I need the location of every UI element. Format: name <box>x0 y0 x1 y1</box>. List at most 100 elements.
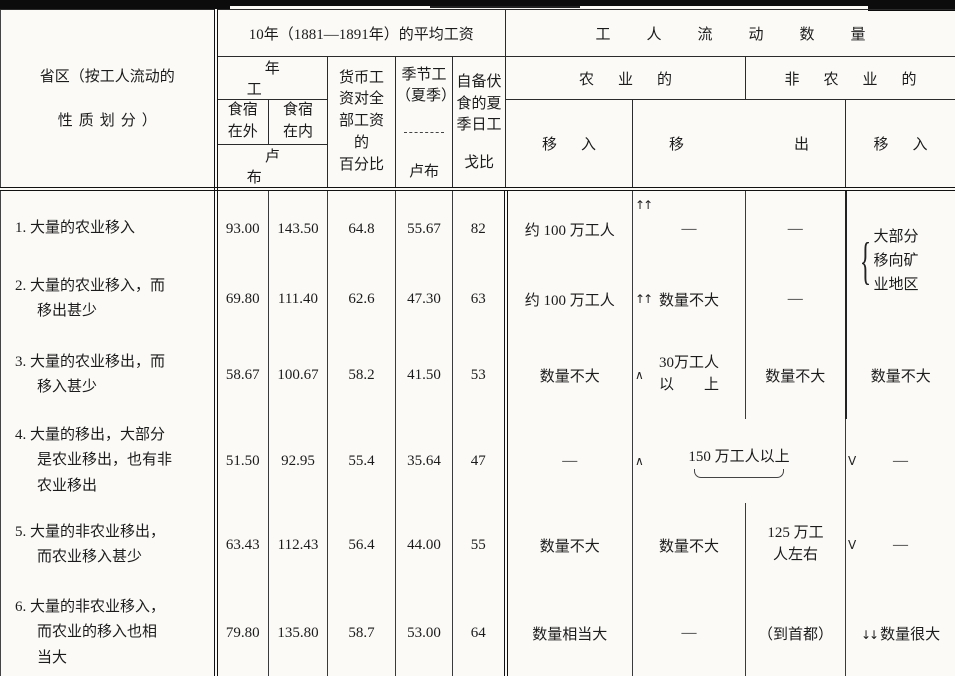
flow-agri-in: 数量不大 <box>503 331 634 419</box>
wage-board-out: 58.67 <box>215 331 269 419</box>
wage-board-out: 93.00 <box>215 189 269 267</box>
wage-board-in: 143.50 <box>268 189 328 267</box>
wage-board-in: 111.40 <box>268 267 328 331</box>
wage-board-out: 69.80 <box>215 267 269 331</box>
row-label: 5. 大量的非农业移出， 而农业移入甚少 <box>0 503 218 587</box>
wage-summer-day: 64 <box>451 587 507 676</box>
flow-nonagri-in-value: 数量很大 <box>880 626 941 643</box>
flow-agri-in: 数量不大 <box>503 503 634 587</box>
wage-board-in: 100.67 <box>268 331 328 419</box>
seasonal-line1: 季节工 <box>401 67 447 83</box>
table-row: 3. 大量的农业移出，而 移入甚少 58.67 100.67 58.2 41.5… <box>0 331 955 419</box>
wage-board-in: 92.95 <box>268 419 328 503</box>
scan-artifact-top-bar <box>0 0 955 6</box>
up-arrows-icon: ↑↑ <box>635 198 653 212</box>
nonagri-move-in-header: 移入 <box>845 99 955 191</box>
wage-summer-day: 63 <box>451 267 507 331</box>
flow-agri-out: 数量不大 <box>632 503 747 587</box>
wage-board-out: 63.43 <box>215 503 269 587</box>
table-row: 5. 大量的非农业移出， 而农业移入甚少 63.43 112.43 56.4 4… <box>0 503 955 587</box>
under-brace-glyph <box>694 468 784 478</box>
row-label: 4. 大量的移出，大部分 是农业移出，也有非 农业移出 <box>0 419 218 503</box>
summer-lines: 自备伏 食的夏 季日工 <box>456 73 502 134</box>
dashed-divider <box>403 132 445 133</box>
lodging-out-header: 食宿 在外 <box>215 99 269 145</box>
down-arrow-icon: V <box>848 454 856 468</box>
table-row: 6. 大量的非农业移入， 而农业的移入也相 当大 79.80 135.80 58… <box>0 587 955 676</box>
left-brace-glyph: { <box>859 232 871 290</box>
up-arrow-icon: ∧ <box>635 454 644 468</box>
wage-board-out: 51.50 <box>215 419 269 503</box>
wage-money-pct: 58.2 <box>327 331 396 419</box>
flow-group-header: 工人流动数量 <box>505 9 955 57</box>
flow-agri-in: — <box>503 419 634 503</box>
summer-unit: 戈比 <box>464 155 495 172</box>
stub-header-line1: 省区（按工人流动的 <box>39 68 175 85</box>
wage-money-pct: 62.6 <box>327 267 396 331</box>
table-row: 2. 大量的农业移入，而 移出甚少 69.80 111.40 62.6 47.3… <box>0 267 955 331</box>
move-out-left-char: 移 <box>669 137 685 153</box>
flow-nonagri-out: 数量不大 <box>745 331 847 419</box>
statistics-table: 省区（按工人流动的 性质划分） 10年（1881—1891年）的平均工资 工人流… <box>0 9 955 676</box>
wage-board-in: 135.80 <box>268 587 328 676</box>
seasonal-worker-header: 季节工 （夏季） 卢布 <box>395 56 457 191</box>
wage-money-pct: 58.7 <box>327 587 396 676</box>
wage-money-pct: 55.4 <box>327 419 396 503</box>
row-label: 6. 大量的非农业移入， 而农业的移入也相 当大 <box>0 587 218 676</box>
scan-artifact <box>430 6 580 8</box>
up-arrow-icon: ∧ <box>635 368 644 382</box>
flow-agri-out-value: 30万工人 以 上 <box>659 355 720 393</box>
wage-seasonal: 41.50 <box>395 331 453 419</box>
wage-board-in: 112.43 <box>268 503 328 587</box>
flow-agri-in: 约 100 万工人 <box>503 189 634 267</box>
money-wage-pct-header: 货币工 资对全 部工资 的 百分比 <box>327 56 396 191</box>
flow-agri-out: ↑↑ — <box>632 189 747 267</box>
flow-agri-out: — <box>632 587 747 676</box>
move-out-header: 移 出 <box>632 99 847 191</box>
rouble-unit-header: 卢布 <box>215 144 328 191</box>
wage-seasonal: 55.67 <box>395 189 453 267</box>
table-row: 4. 大量的移出，大部分 是农业移出，也有非 农业移出 51.50 92.95 … <box>0 419 955 503</box>
flow-nonagri-in-merged: { 大部分 移向矿 业地区 <box>844 189 955 331</box>
wage-seasonal: 53.00 <box>395 587 453 676</box>
row-label: 2. 大量的农业移入，而 移出甚少 <box>0 267 218 331</box>
agricultural-header: 农业的 <box>505 56 747 100</box>
wage-summer-day: 55 <box>451 503 507 587</box>
scan-artifact <box>0 6 230 9</box>
wage-summer-day: 82 <box>451 189 507 267</box>
up-arrows-icon: ↑↑ <box>635 292 653 306</box>
wage-summer-day: 53 <box>451 331 507 419</box>
flow-nonagri-out: — <box>745 267 847 331</box>
flow-out-merged: ∧ 150 万工人以上 <box>632 419 847 503</box>
wage-money-pct: 64.8 <box>327 189 396 267</box>
flow-nonagri-in-value: — <box>893 452 909 469</box>
flow-nonagri-in-value: — <box>893 536 909 553</box>
down-arrows-icon: ↓↓ <box>860 627 879 642</box>
table-row: 1. 大量的农业移入 93.00 143.50 64.8 55.67 82 约 … <box>0 189 955 331</box>
flow-nonagri-in: ↓↓ 数量很大 <box>845 587 955 676</box>
stub-header-line2: 性质划分） <box>57 112 163 129</box>
flow-nonagri-out: — <box>745 189 847 267</box>
flow-agri-in: 约 100 万工人 <box>503 267 634 331</box>
flow-agri-out-value: — <box>681 220 697 237</box>
lodging-in-header: 食宿 在内 <box>268 99 328 145</box>
wage-money-pct: 56.4 <box>327 503 396 587</box>
agri-move-in-header: 移入 <box>505 99 634 191</box>
row-label: 3. 大量的农业移出，而 移入甚少 <box>0 331 218 419</box>
flow-nonagri-out: 125 万工 人左右 <box>745 503 847 587</box>
non-agricultural-header: 非农业的 <box>745 56 955 100</box>
flow-nonagri-out: （到首都） <box>745 587 847 676</box>
annual-worker-header: 年工 <box>215 56 328 100</box>
flow-agri-out-value: 数量不大 <box>659 292 720 309</box>
scan-artifact <box>868 6 955 11</box>
flow-nonagri-in: V — <box>845 503 955 587</box>
seasonal-line2: （夏季） <box>396 88 457 104</box>
stub-column-header: 省区（按工人流动的 性质划分） <box>0 9 218 191</box>
wage-seasonal: 47.30 <box>395 267 453 331</box>
flow-nonagri-in: V — <box>845 419 955 503</box>
flow-agri-in: 数量相当大 <box>503 587 634 676</box>
wage-summer-day: 47 <box>451 419 507 503</box>
wage-board-out: 79.80 <box>215 587 269 676</box>
seasonal-unit: 卢布 <box>408 164 439 180</box>
flow-out-merged-value: 150 万工人以上 <box>688 448 790 465</box>
